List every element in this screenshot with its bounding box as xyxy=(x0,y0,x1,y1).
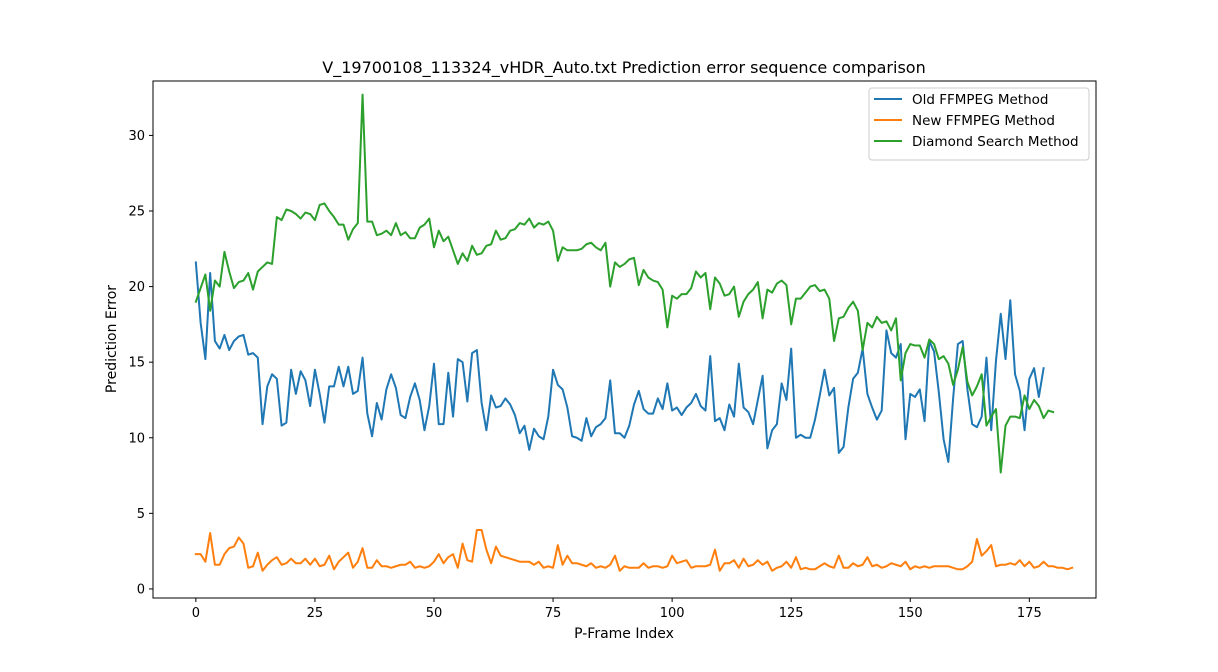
x-tick-label: 175 xyxy=(1017,606,1042,621)
x-tick-label: 25 xyxy=(307,606,324,621)
x-axis: 0 25 50 75 100 125 150 175 xyxy=(192,598,1042,621)
y-tick-label: 25 xyxy=(128,205,145,220)
x-axis-label: P-Frame Index xyxy=(574,626,674,642)
legend: Old FFMPEG Method New FFMPEG Method Diamon… xyxy=(868,87,1090,161)
x-tick-label: 0 xyxy=(192,606,200,621)
chart-title: V_19700108_113324_vHDR_Auto.txt Predicti… xyxy=(322,58,925,78)
y-tick-label: 20 xyxy=(128,280,145,295)
x-tick-label: 50 xyxy=(426,606,443,621)
legend-box xyxy=(868,87,1090,161)
legend-label-1: New FFMPEG Method xyxy=(912,113,1055,129)
x-tick-label: 75 xyxy=(545,606,562,621)
legend-label-0: Old FFMPEG Method xyxy=(912,92,1048,108)
series-layer xyxy=(194,93,1074,572)
x-tick-label: 125 xyxy=(779,606,804,621)
plot-frame xyxy=(152,80,1097,599)
y-axis-label: Prediction Error xyxy=(104,285,120,393)
y-tick-label: 10 xyxy=(128,431,145,446)
y-axis: 0 5 10 15 20 25 30 xyxy=(128,129,153,597)
series-line-2 xyxy=(194,93,1055,474)
x-tick-label: 100 xyxy=(660,606,685,621)
y-tick-label: 30 xyxy=(128,129,145,144)
plot-area: 0 25 50 75 100 125 150 175 0 5 10 15 20 25 30 xyxy=(128,80,1097,621)
y-tick-label: 15 xyxy=(128,356,145,371)
y-tick-label: 5 xyxy=(137,507,145,522)
y-tick-label: 0 xyxy=(137,582,145,597)
series-line-1 xyxy=(194,528,1074,572)
legend-label-2: Diamond Search Method xyxy=(912,134,1079,150)
x-tick-label: 150 xyxy=(898,606,923,621)
